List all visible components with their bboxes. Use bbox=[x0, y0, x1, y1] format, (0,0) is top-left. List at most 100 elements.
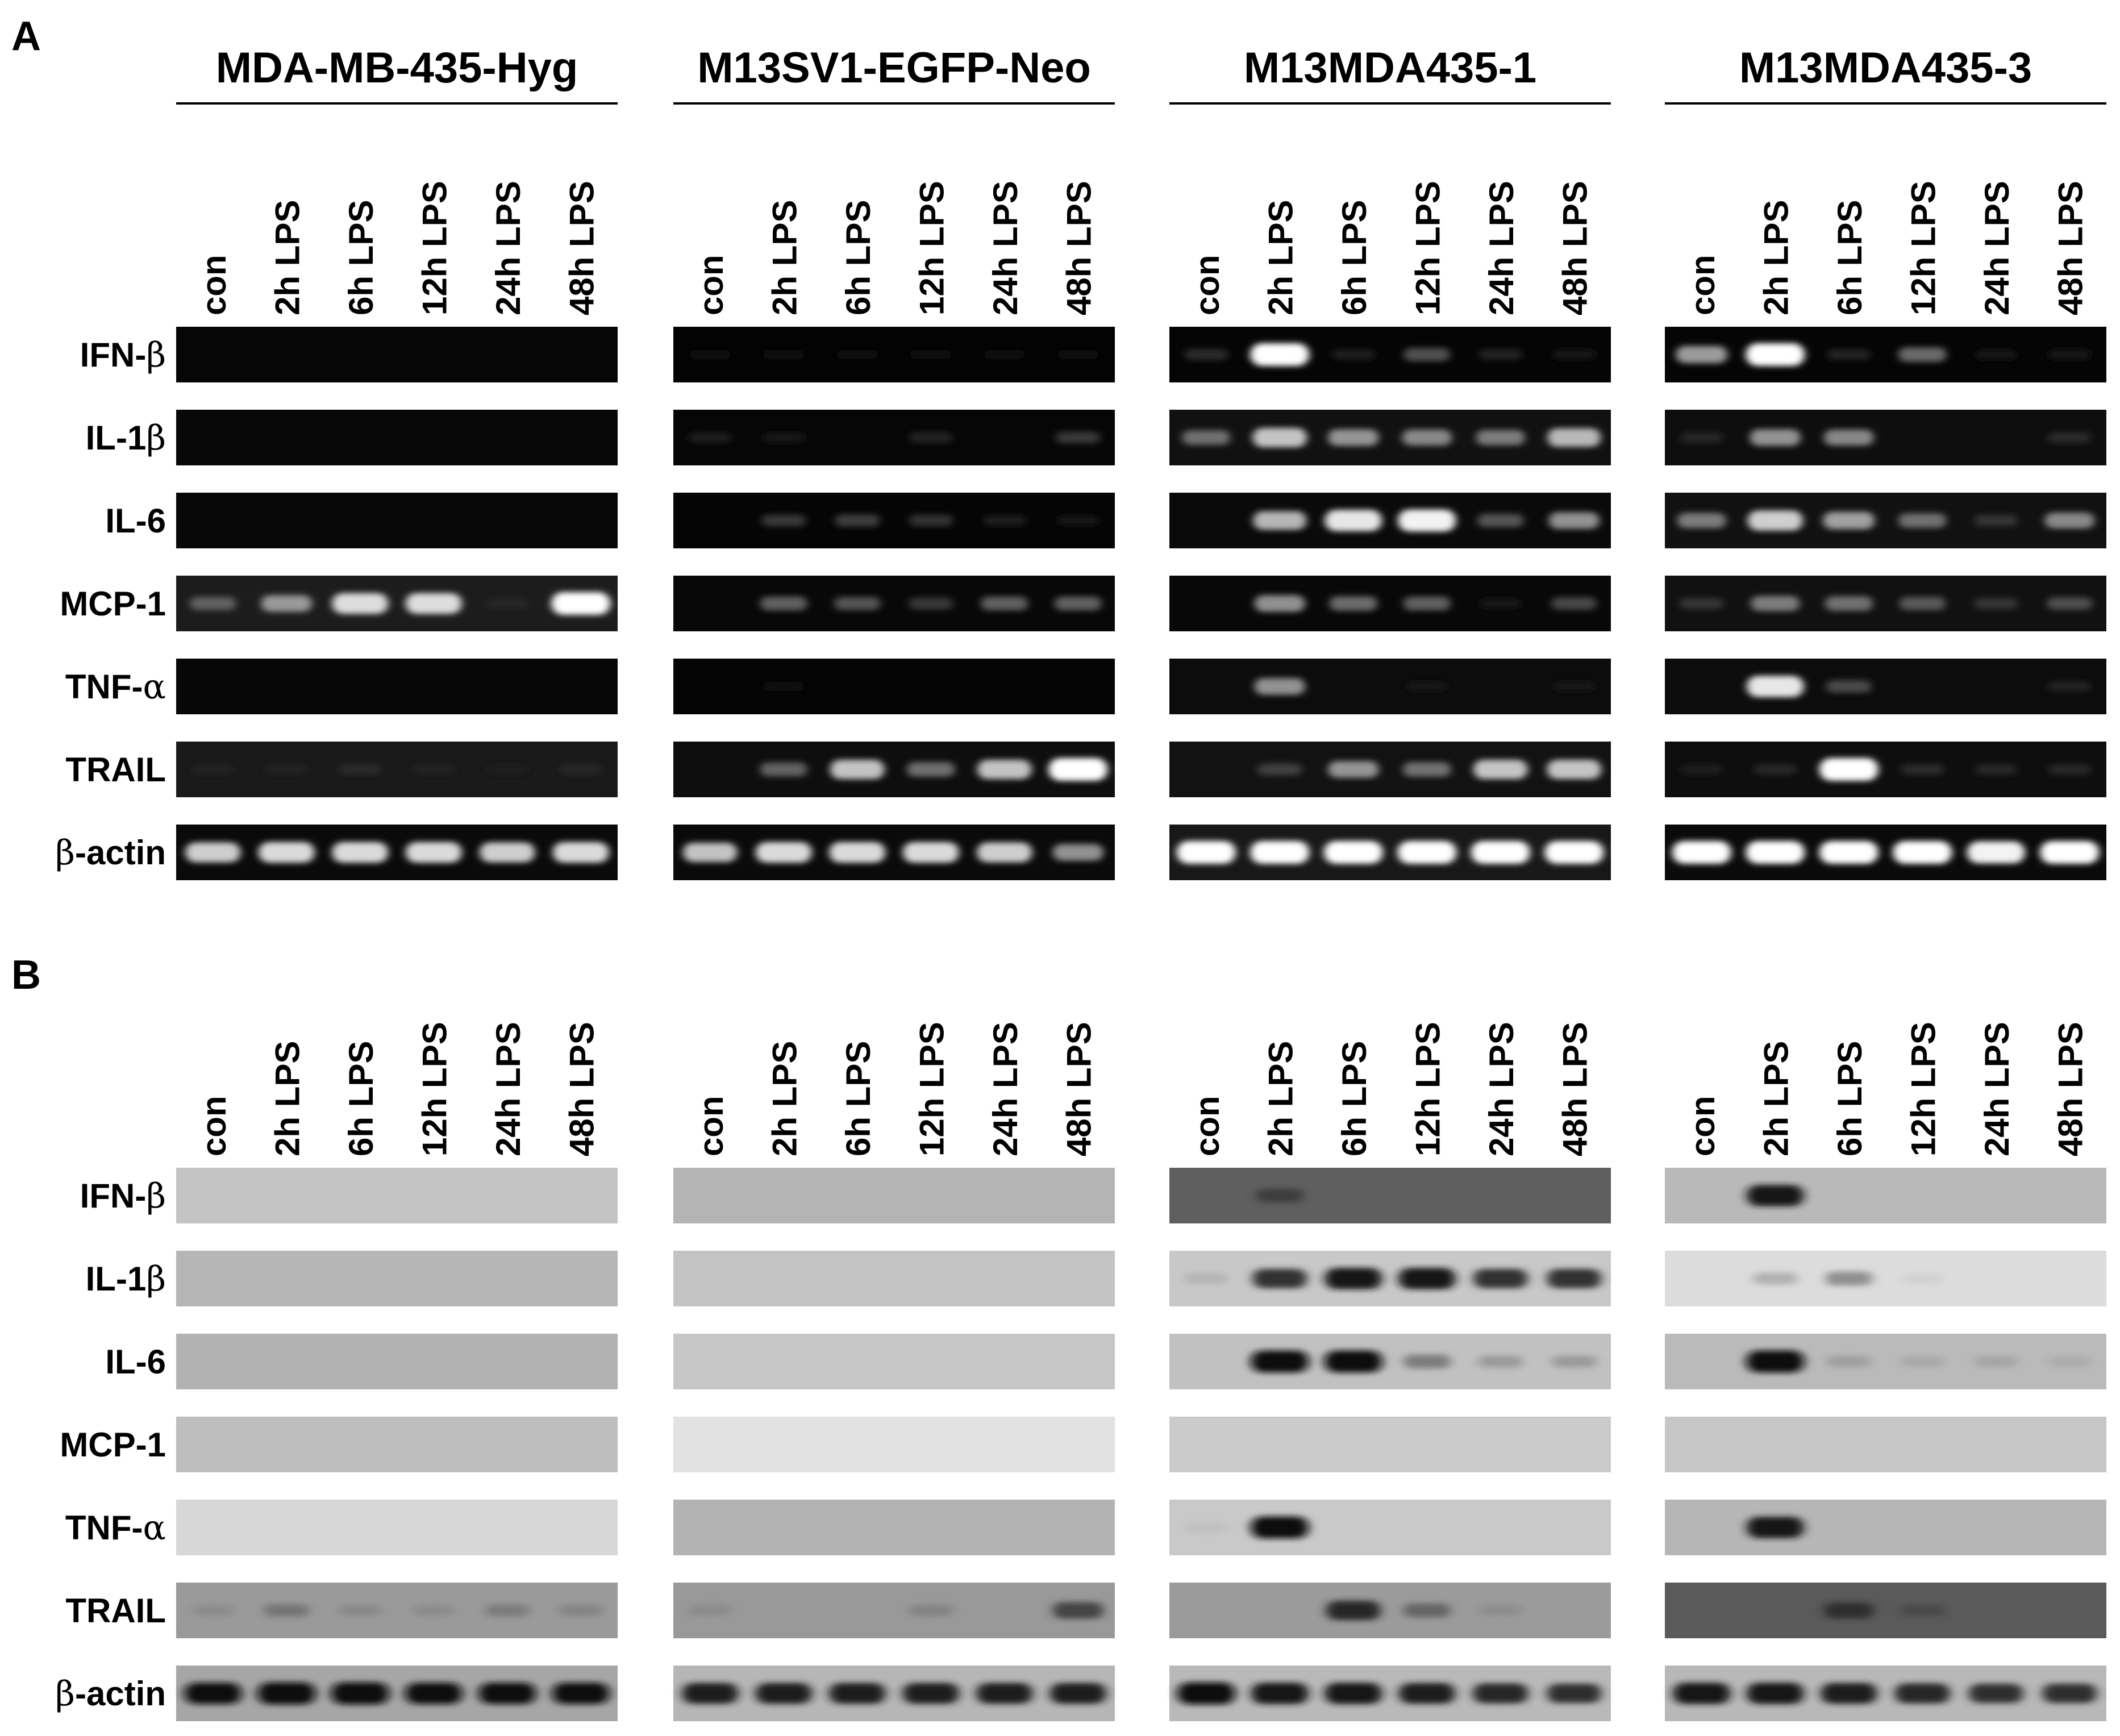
band bbox=[1547, 1684, 1602, 1703]
lane-label: con bbox=[195, 255, 233, 315]
lane-label: 24h LPS bbox=[1978, 181, 2016, 315]
strip-background bbox=[673, 1417, 1115, 1472]
row-label-part: IFN- bbox=[80, 1177, 147, 1215]
band bbox=[1824, 430, 1874, 446]
band bbox=[1328, 761, 1379, 778]
band bbox=[1901, 1273, 1943, 1284]
band bbox=[1747, 676, 1804, 697]
lane-label: 48h LPS bbox=[1060, 181, 1098, 315]
blot-strip bbox=[673, 742, 1115, 797]
lane-label: 2h LPS bbox=[1261, 1041, 1300, 1156]
band bbox=[1672, 841, 1731, 864]
band bbox=[1182, 430, 1230, 445]
band bbox=[830, 760, 885, 779]
strip-background bbox=[1169, 410, 1611, 465]
lane-label: con bbox=[1684, 255, 1722, 315]
band bbox=[1673, 1683, 1730, 1704]
strip-background bbox=[673, 1583, 1115, 1638]
band bbox=[257, 1682, 316, 1705]
strip-background bbox=[1169, 1334, 1611, 1389]
lane-label: con bbox=[692, 1096, 730, 1156]
blot-strip bbox=[673, 327, 1115, 382]
blot-strip bbox=[176, 742, 618, 797]
band bbox=[258, 842, 315, 863]
band bbox=[1325, 1268, 1382, 1289]
blot-strip bbox=[1665, 1168, 2106, 1223]
row-label: MCP-1 bbox=[60, 1426, 166, 1464]
band bbox=[2048, 349, 2091, 360]
row-label-part: -actin bbox=[75, 834, 166, 872]
strip-background bbox=[1169, 742, 1611, 797]
band bbox=[755, 842, 812, 863]
band bbox=[413, 1605, 455, 1616]
strip-background bbox=[176, 825, 618, 880]
band bbox=[1052, 1602, 1103, 1619]
strip-background bbox=[673, 1334, 1115, 1389]
band bbox=[1746, 841, 1805, 864]
band bbox=[1403, 1354, 1451, 1369]
band bbox=[1257, 763, 1302, 776]
band bbox=[1054, 596, 1102, 611]
band bbox=[1551, 597, 1597, 610]
band bbox=[763, 432, 805, 443]
band bbox=[1901, 1356, 1944, 1367]
band bbox=[834, 597, 881, 610]
band bbox=[1824, 1602, 1874, 1618]
blot-strip bbox=[1665, 742, 2106, 797]
strip-background bbox=[176, 742, 618, 797]
strip-background bbox=[673, 410, 1115, 465]
band bbox=[1548, 512, 1600, 529]
band bbox=[2047, 597, 2092, 610]
strip-background bbox=[1665, 1417, 2106, 1472]
strip-background bbox=[176, 576, 618, 631]
band bbox=[909, 432, 952, 443]
group-title: M13SV1-EGFP-Neo bbox=[697, 44, 1091, 92]
lane-label: 12h LPS bbox=[1904, 181, 1942, 315]
band bbox=[1403, 1603, 1451, 1618]
group-title: M13MDA435-1 bbox=[1244, 44, 1536, 92]
band bbox=[405, 593, 462, 614]
band bbox=[1398, 509, 1456, 532]
row-label-part: β bbox=[146, 1176, 166, 1216]
lane-label: 12h LPS bbox=[913, 1022, 951, 1156]
blot-strip bbox=[1169, 1583, 1611, 1638]
band bbox=[829, 842, 886, 863]
band bbox=[1480, 598, 1522, 609]
band bbox=[1747, 1517, 1804, 1538]
band bbox=[1754, 764, 1797, 775]
blot-strip bbox=[673, 1666, 1115, 1721]
band bbox=[910, 349, 952, 360]
band bbox=[1547, 760, 1602, 779]
blot-strip bbox=[1169, 1251, 1611, 1306]
band bbox=[1057, 349, 1099, 360]
group-title: M13MDA435-3 bbox=[1739, 44, 2032, 92]
band bbox=[1252, 1269, 1307, 1288]
band bbox=[983, 515, 1026, 526]
band bbox=[836, 349, 878, 360]
band bbox=[902, 842, 959, 863]
blot-strip bbox=[176, 1666, 618, 1721]
row-label-part: β bbox=[55, 1674, 75, 1714]
strip-background bbox=[1169, 659, 1611, 714]
blot-strip bbox=[176, 1334, 618, 1389]
strip-background bbox=[673, 1251, 1115, 1306]
band bbox=[1049, 1683, 1106, 1704]
band bbox=[761, 514, 806, 527]
band bbox=[1547, 1269, 1602, 1288]
band bbox=[909, 514, 953, 527]
blot-strip bbox=[1665, 1583, 2106, 1638]
band bbox=[1552, 1355, 1597, 1368]
band bbox=[192, 764, 234, 775]
blot-strip bbox=[673, 1334, 1115, 1389]
lane-label: 48h LPS bbox=[563, 1022, 601, 1156]
strip-background bbox=[673, 825, 1115, 880]
strip-background bbox=[1665, 742, 2106, 797]
band bbox=[1325, 1683, 1382, 1704]
blot-strip bbox=[673, 493, 1115, 548]
band bbox=[2042, 1684, 2097, 1703]
band bbox=[1176, 841, 1236, 864]
strip-background bbox=[1169, 1666, 1611, 1721]
band bbox=[1253, 511, 1307, 530]
band bbox=[184, 1683, 241, 1704]
band bbox=[1975, 764, 2017, 775]
